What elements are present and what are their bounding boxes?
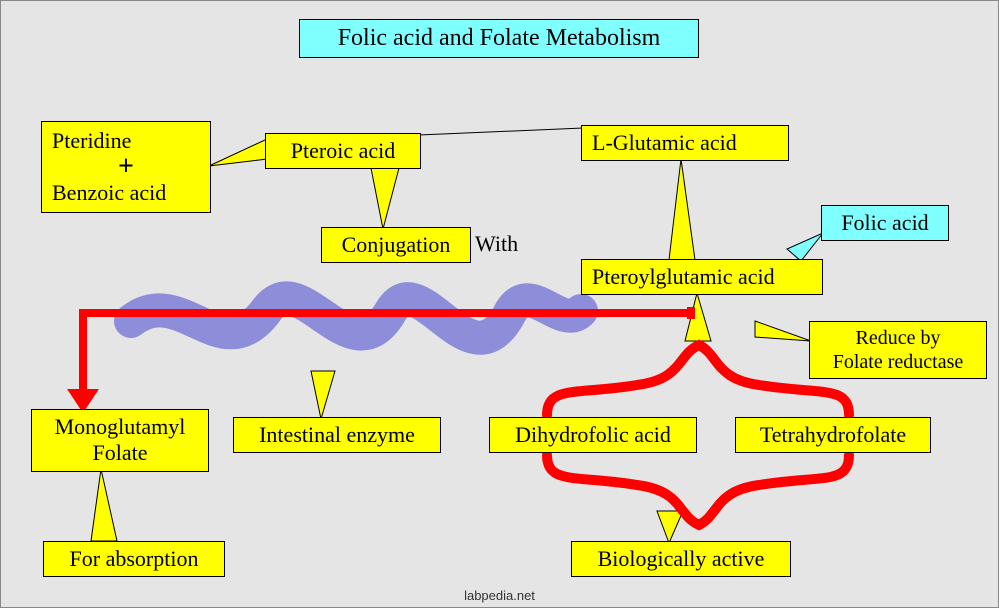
with-label: With [475,231,518,257]
plus-sign: + [52,154,200,179]
pteroylglutamic-box: Pteroylglutamic acid [581,259,823,295]
glutamic-box: L-Glutamic acid [581,125,789,161]
biologically-box: Biologically active [571,541,791,577]
intestinal-box: Intestinal enzyme [233,417,441,453]
callout-conjugation [371,168,399,229]
pteridine-benzoic-box: Pteridine + Benzoic acid [41,121,211,213]
callout-folic [787,233,823,261]
tetrahydrofolate-box: Tetrahydrofolate [735,417,931,453]
callout-pteroyl-down [685,293,711,341]
absorption-box: For absorption [43,541,225,577]
folic-box: Folic acid [821,205,949,241]
intestine-shape [131,298,581,337]
watermark: labpedia.net [1,588,998,603]
conjugation-box: Conjugation [321,227,471,263]
callout-glutamic-down [669,159,695,260]
line-pteroic-glutamic [419,128,583,135]
title-box: Folic acid and Folate Metabolism [299,19,699,58]
red-brace-bottom [547,455,849,525]
callout-mono-down [91,469,117,541]
connector-layer [1,1,999,609]
callout-bio [657,511,683,543]
callout-reduce [755,321,811,341]
dihydrofolic-box: Dihydrofolic acid [489,417,697,453]
callout-intestinal [311,371,335,419]
diagram-canvas: Folic acid and Folate Metabolism Pteridi… [0,0,999,608]
benzoic-label: Benzoic acid [52,180,200,206]
red-brace-top [547,345,849,415]
reduce-box: Reduce by Folate reductase [809,321,987,379]
monoglutamyl-box: Monoglutamyl Folate [31,409,209,472]
callout-pteridine [209,139,267,166]
pteroic-box: Pteroic acid [265,133,421,169]
